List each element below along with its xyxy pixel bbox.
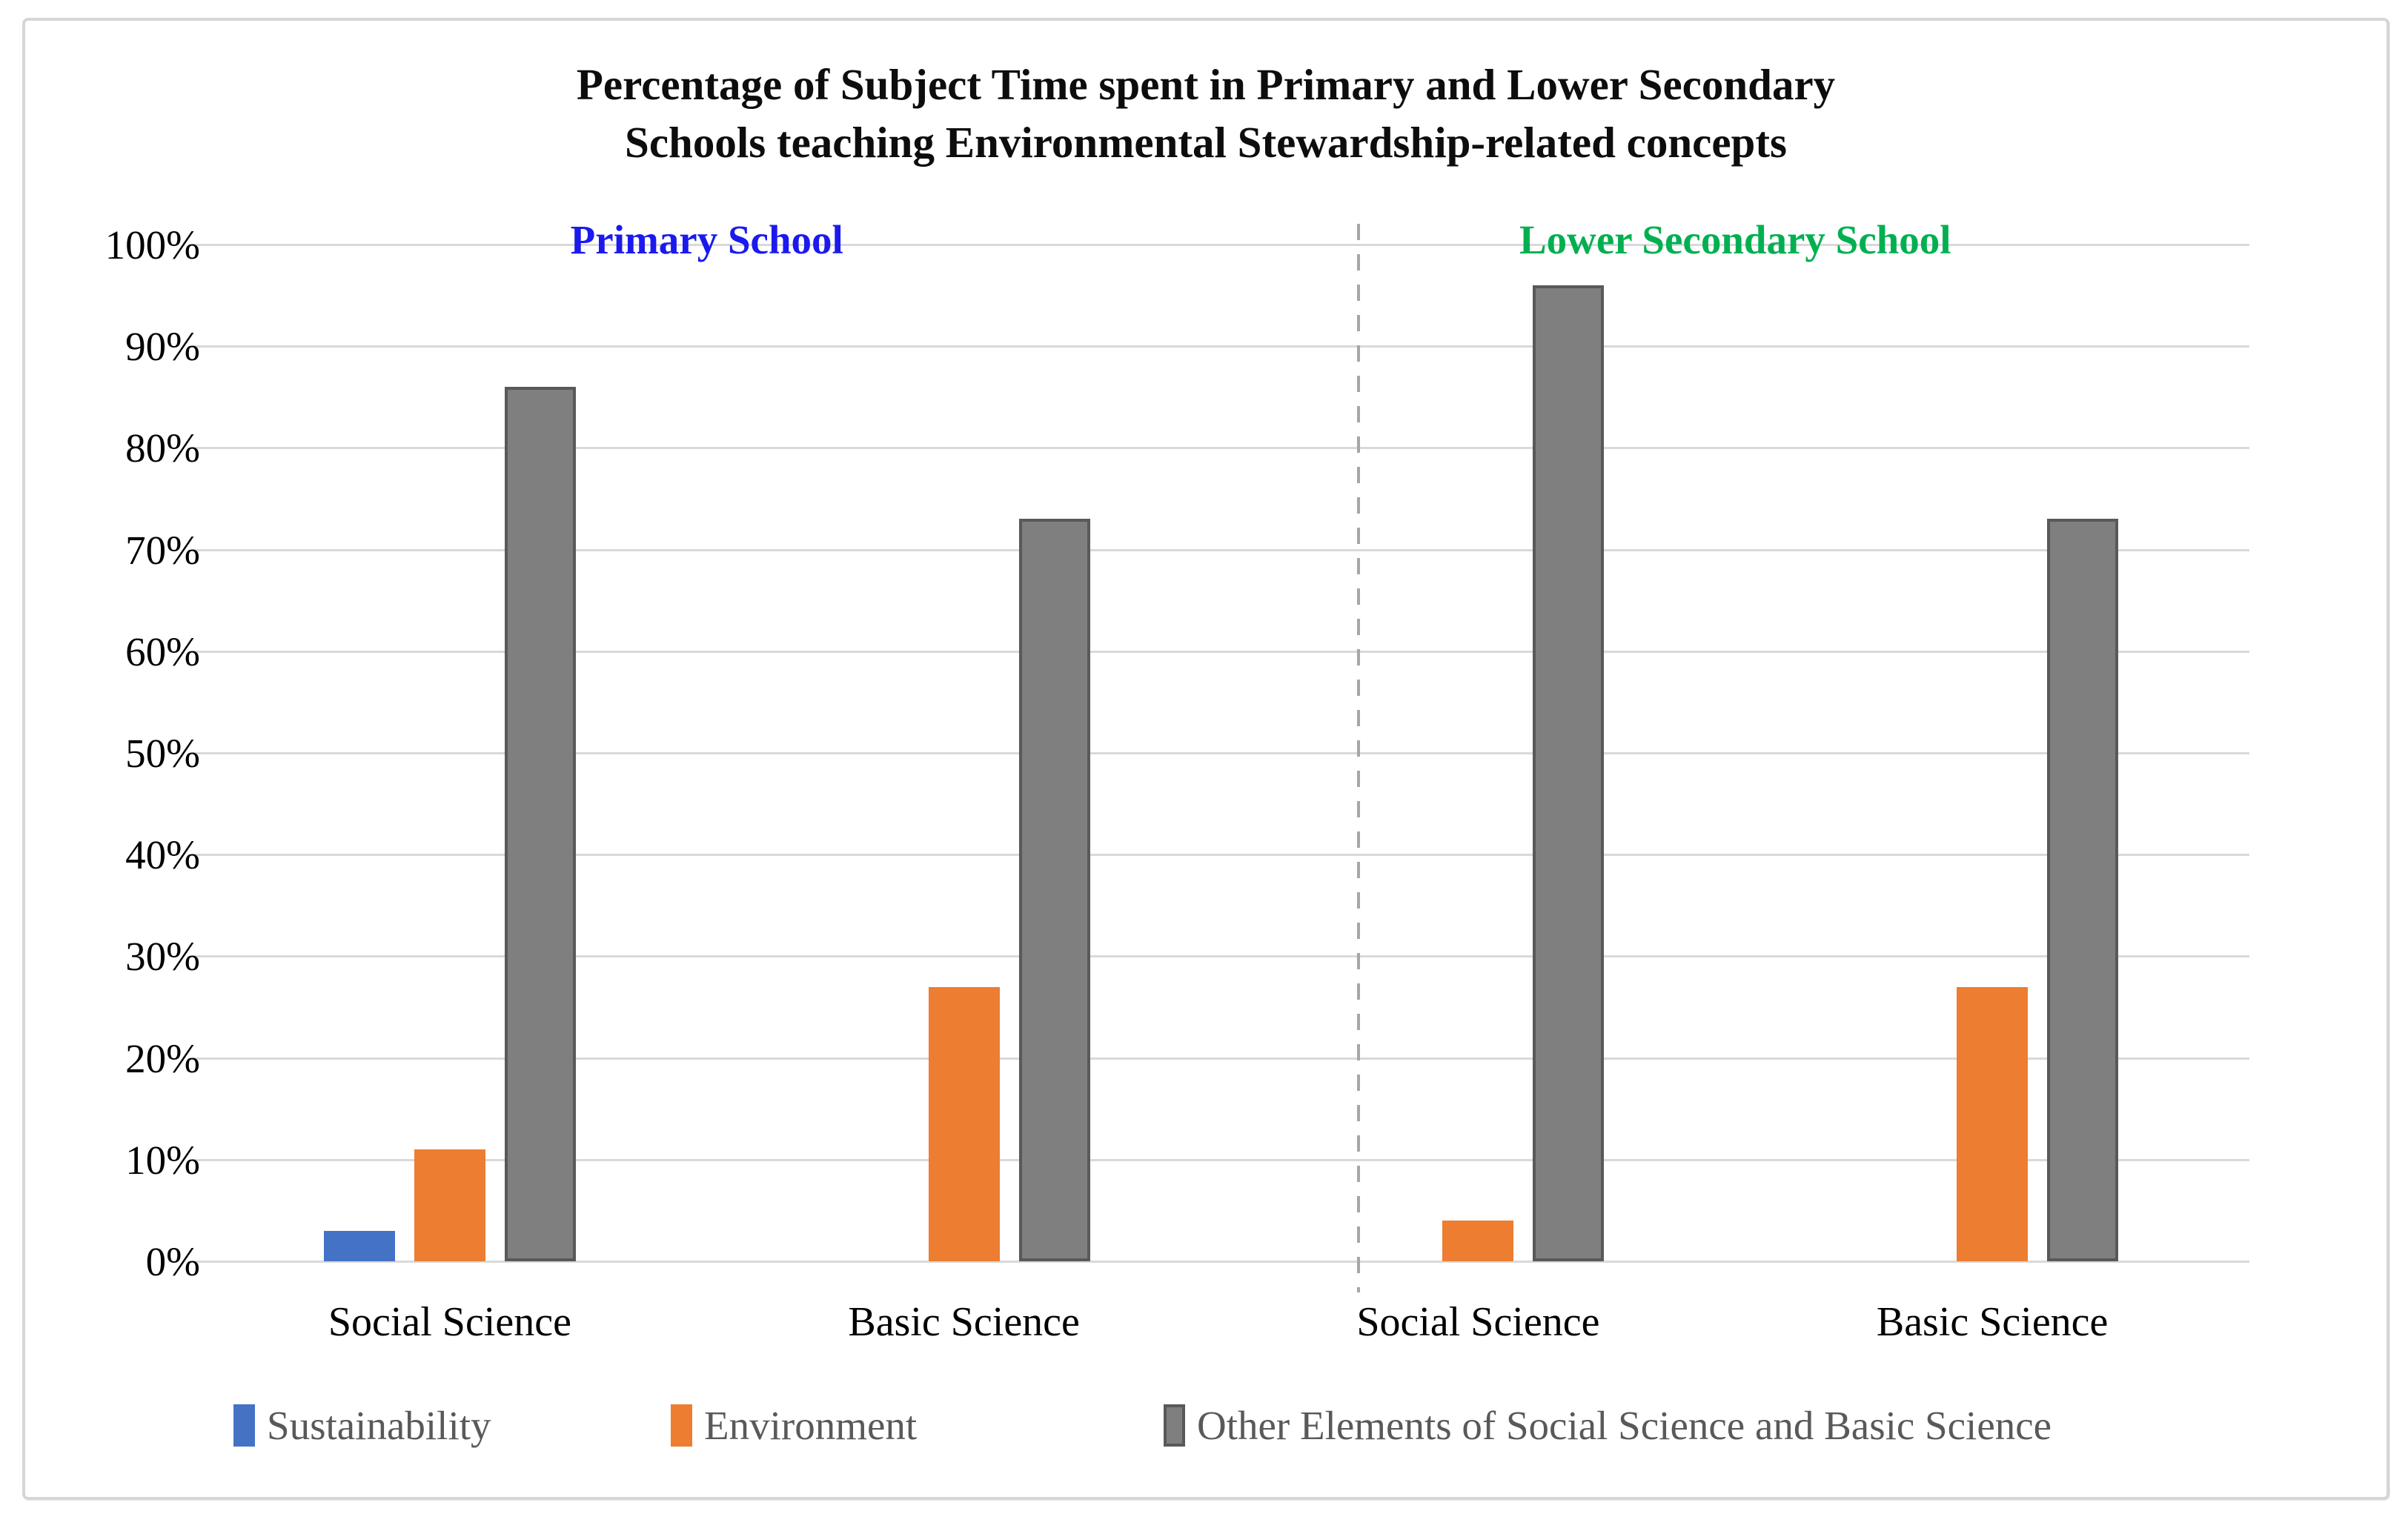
legend-swatch-icon xyxy=(233,1404,255,1447)
gridline xyxy=(193,1057,2249,1060)
bar-environment-cat0 xyxy=(414,1149,485,1261)
y-axis-tick-label: 10% xyxy=(125,1137,200,1183)
gridline xyxy=(193,955,2249,958)
legend-swatch-icon xyxy=(1164,1404,1185,1447)
y-axis-tick-label: 80% xyxy=(125,425,200,471)
gridline xyxy=(193,854,2249,857)
bar-other-cat0 xyxy=(504,387,576,1261)
gridline xyxy=(193,244,2249,246)
y-axis-tick-label: 100% xyxy=(105,222,200,268)
category-label: Basic Science xyxy=(1876,1299,2109,1345)
chart-title: Percentage of Subject Time spent in Prim… xyxy=(25,56,2387,172)
legend-label: Environment xyxy=(704,1403,918,1448)
bar-environment-cat3 xyxy=(1957,986,2029,1261)
gridline xyxy=(193,650,2249,653)
chart-figure: Percentage of Subject Time spent in Prim… xyxy=(22,18,2389,1500)
bar-sustainability-cat0 xyxy=(323,1230,395,1261)
gridline xyxy=(193,1158,2249,1161)
bar-other-cat3 xyxy=(2047,519,2119,1261)
y-axis-tick-label: 0% xyxy=(145,1239,200,1284)
section-label-primary: Primary School xyxy=(570,217,843,262)
gridline xyxy=(193,447,2249,450)
category-label: Social Science xyxy=(1356,1299,1600,1345)
y-axis-tick-label: 50% xyxy=(125,731,200,776)
chart-legend: Sustainability Environment Other Elements … xyxy=(0,1402,2408,1461)
bar-other-cat1 xyxy=(1018,519,1090,1261)
category-label: Social Science xyxy=(328,1299,571,1345)
legend-item: Other Elements of Social Science and Bas… xyxy=(1164,1402,2052,1449)
legend-item: Sustainability xyxy=(233,1402,491,1449)
legend-label: Sustainability xyxy=(267,1403,491,1448)
section-label-lower-secondary: Lower Secondary School xyxy=(1519,217,1951,262)
y-axis-tick-label: 70% xyxy=(125,527,200,573)
gridline xyxy=(193,345,2249,348)
bar-other-cat2 xyxy=(1533,285,1605,1261)
section-divider-line xyxy=(1356,224,1360,1292)
chart-title-line2: Schools teaching Environmental Stewardsh… xyxy=(625,117,1787,167)
legend-label: Other Elements of Social Science and Bas… xyxy=(1197,1403,2052,1448)
legend-swatch-icon xyxy=(671,1404,692,1447)
bar-environment-cat2 xyxy=(1442,1221,1514,1261)
legend-item: Environment xyxy=(671,1402,917,1449)
y-axis-tick-label: 20% xyxy=(125,1035,200,1081)
chart-title-line1: Percentage of Subject Time spent in Prim… xyxy=(576,60,1836,109)
y-axis-tick-label: 30% xyxy=(125,934,200,980)
gridline xyxy=(193,548,2249,551)
gridline xyxy=(193,1261,2249,1263)
y-axis-tick-label: 60% xyxy=(125,628,200,674)
category-label: Basic Science xyxy=(848,1299,1080,1345)
gridline xyxy=(193,752,2249,754)
y-axis-tick-label: 40% xyxy=(125,832,200,878)
bar-environment-cat1 xyxy=(928,986,1000,1261)
y-axis-tick-label: 90% xyxy=(125,324,200,370)
